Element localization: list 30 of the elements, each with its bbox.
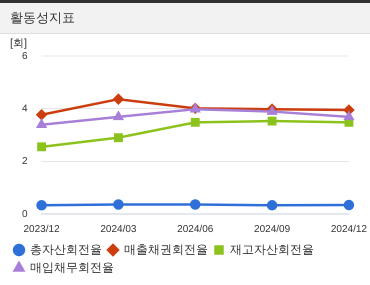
point <box>114 133 123 142</box>
point <box>36 200 47 211</box>
point <box>36 119 46 128</box>
point <box>267 106 277 115</box>
x-tick-label: 2024/06 <box>177 224 214 235</box>
y-tick-label: 4 <box>22 103 28 114</box>
point <box>37 142 46 152</box>
point <box>344 112 354 120</box>
y-tick-label: 2 <box>22 156 28 168</box>
point <box>36 109 47 120</box>
legend-label: 매출채권회전율 <box>124 242 208 256</box>
x-tick-label: 2024/09 <box>254 224 291 235</box>
legend-label: 매입채무회전율 <box>30 260 114 274</box>
legend-label: 총자산회전율 <box>30 242 102 256</box>
point <box>113 199 124 210</box>
y-tick-label: 6 <box>22 50 28 62</box>
point <box>268 116 277 126</box>
point <box>113 94 124 104</box>
x-tick-label: 2024/03 <box>100 224 137 235</box>
x-tick-label: 2024/12 <box>330 224 368 235</box>
point <box>190 199 200 210</box>
chart-title: 활동성지표 <box>0 0 370 34</box>
x-tick-label: 2023/12 <box>23 224 60 235</box>
point <box>114 112 124 120</box>
point <box>344 200 354 210</box>
point <box>266 200 278 211</box>
point <box>190 118 200 127</box>
y-tick-label: 0 <box>22 208 28 220</box>
y-axis-title: [회] <box>10 38 28 50</box>
legend-label: 재고자산회전율 <box>230 242 314 256</box>
